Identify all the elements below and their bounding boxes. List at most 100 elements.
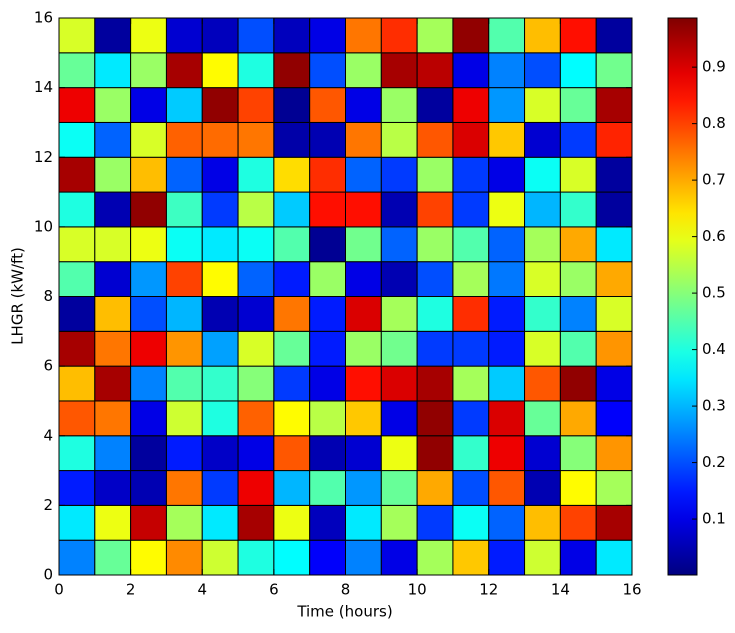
heatmap-cell — [488, 470, 526, 506]
heatmap-cell — [130, 539, 167, 576]
heatmap-cell — [452, 365, 490, 402]
heatmap-cell — [595, 17, 633, 54]
heatmap-cell — [524, 539, 561, 576]
heatmap-cell — [165, 435, 203, 472]
heatmap-cell — [58, 261, 96, 297]
heatmap-cell — [452, 400, 490, 437]
heatmap-cell — [94, 435, 132, 472]
heatmap-cell — [488, 121, 526, 158]
heatmap-cell — [237, 191, 275, 228]
heatmap-cell — [559, 156, 597, 193]
heatmap-cell — [309, 121, 346, 158]
heatmap-cell — [309, 539, 346, 576]
heatmap-cell — [416, 261, 454, 297]
x-tick-label: 12 — [479, 581, 498, 599]
heatmap-cell — [58, 296, 96, 332]
heatmap-cell — [309, 87, 346, 123]
heatmap-cell — [524, 87, 561, 123]
heatmap-cell — [524, 504, 561, 541]
heatmap-cell — [94, 470, 132, 506]
y-axis-label: LHGR (kW/ft) — [9, 247, 27, 345]
heatmap-cell — [380, 296, 418, 332]
heatmap-cell — [58, 156, 96, 193]
heatmap-cell — [201, 52, 239, 89]
heatmap-cell — [452, 296, 490, 332]
heatmap-cell — [416, 191, 454, 228]
heatmap-cell — [237, 296, 275, 332]
heatmap-cell — [130, 17, 167, 54]
heatmap-cell — [524, 296, 561, 332]
heatmap-cell — [58, 87, 96, 123]
heatmap-cell — [595, 470, 633, 506]
heatmap-cell — [273, 470, 311, 506]
heatmap-cell — [273, 87, 311, 123]
heatmap-cell — [273, 296, 311, 332]
heatmap-cell — [58, 435, 96, 472]
heatmap-cell — [237, 17, 275, 54]
heatmap-cell — [595, 226, 633, 263]
heatmap-cell — [201, 435, 239, 472]
heatmap-cell — [309, 226, 346, 263]
heatmap-cell — [488, 52, 526, 89]
heatmap-cell — [559, 365, 597, 402]
heatmap-cell — [559, 87, 597, 123]
heatmap-cell — [165, 539, 203, 576]
heatmap-cell — [130, 191, 167, 228]
heatmap-cell — [416, 470, 454, 506]
heatmap-cell — [595, 365, 633, 402]
heatmap-cell — [524, 470, 561, 506]
heatmap-cell — [130, 156, 167, 193]
heatmap-cell — [559, 52, 597, 89]
y-tick-label: 2 — [43, 496, 53, 514]
heatmap-cell — [452, 121, 490, 158]
heatmap-cell — [452, 261, 490, 297]
heatmap-cell — [273, 365, 311, 402]
heatmap-cell — [416, 296, 454, 332]
heatmap-cell — [273, 226, 311, 263]
heatmap-cell — [201, 191, 239, 228]
heatmap-cell — [488, 296, 526, 332]
heatmap-cell — [94, 365, 132, 402]
colorbar-tick-label: 0.1 — [702, 510, 726, 528]
heatmap-cell — [380, 121, 418, 158]
heatmap-cell — [345, 17, 382, 54]
heatmap-cell — [416, 435, 454, 472]
heatmap-cell — [559, 226, 597, 263]
heatmap-cell — [380, 52, 418, 89]
heatmap-cell — [237, 226, 275, 263]
heatmap-cell — [452, 539, 490, 576]
heatmap-cell — [524, 435, 561, 472]
heatmap-cell — [380, 470, 418, 506]
heatmap-cell — [524, 226, 561, 263]
heatmap-cell — [416, 539, 454, 576]
heatmap-cell — [524, 400, 561, 437]
heatmap-cell — [130, 435, 167, 472]
heatmap-cell — [165, 156, 203, 193]
heatmap-cell — [524, 330, 561, 367]
heatmap-cell — [452, 470, 490, 506]
heatmap-cell — [595, 435, 633, 472]
heatmap-cell — [58, 365, 96, 402]
x-tick-label: 2 — [126, 581, 136, 599]
heatmap-cell — [524, 121, 561, 158]
heatmap-cell — [58, 470, 96, 506]
heatmap-cell — [165, 504, 203, 541]
heatmap-cell — [595, 504, 633, 541]
heatmap-cell — [416, 156, 454, 193]
heatmap-cell — [380, 261, 418, 297]
colorbar-tick-label: 0.6 — [702, 227, 726, 245]
heatmap-cell — [488, 226, 526, 263]
heatmap-cell — [273, 121, 311, 158]
heatmap-cell — [94, 17, 132, 54]
heatmap-cell — [165, 400, 203, 437]
heatmap-cell — [201, 296, 239, 332]
heatmap-cell — [273, 330, 311, 367]
heatmap-cell — [380, 435, 418, 472]
y-tick-label: 0 — [43, 566, 53, 584]
heatmap-cell — [452, 226, 490, 263]
heatmap-cell — [488, 87, 526, 123]
heatmap-cell — [488, 17, 526, 54]
heatmap-cell — [345, 539, 382, 576]
heatmap-cell — [58, 539, 96, 576]
y-tick-label: 16 — [34, 9, 53, 27]
